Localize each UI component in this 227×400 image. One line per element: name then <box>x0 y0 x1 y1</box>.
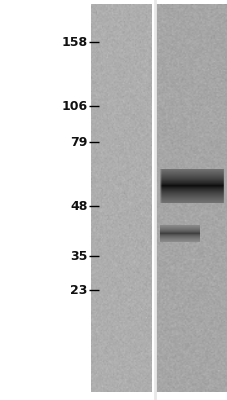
Text: 106: 106 <box>61 100 87 112</box>
Bar <box>223 169 224 203</box>
Bar <box>223 169 224 203</box>
Bar <box>225 169 226 203</box>
Text: 35: 35 <box>70 250 87 262</box>
Text: 48: 48 <box>70 200 87 212</box>
Bar <box>158 169 159 203</box>
Text: 158: 158 <box>61 36 87 48</box>
Text: 23: 23 <box>70 284 87 296</box>
Bar <box>224 169 225 203</box>
Text: 79: 79 <box>70 136 87 148</box>
Bar <box>159 169 160 203</box>
Bar <box>157 169 158 203</box>
Bar <box>159 169 160 203</box>
